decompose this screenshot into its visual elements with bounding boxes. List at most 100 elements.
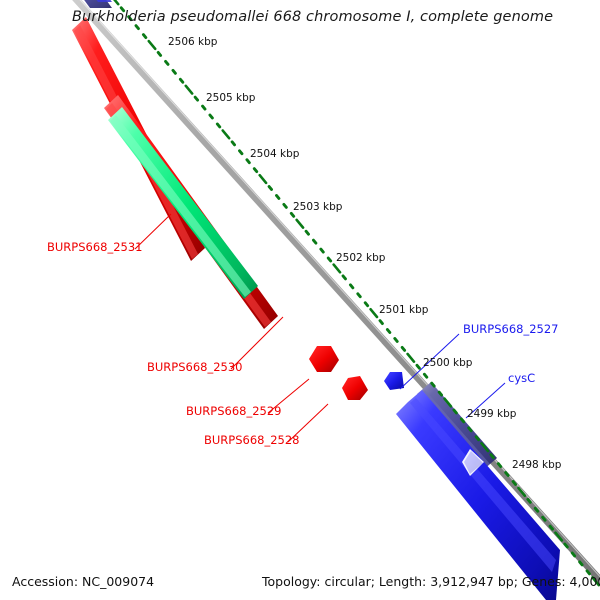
ruler-minor-tick [267,185,273,191]
ruler-minor-tick [127,15,133,22]
ruler-minor-tick [245,158,251,165]
ruler-minor-tick [348,283,355,290]
ruler-minor-tick [134,24,140,31]
ruler-tick-label: 2505 kbp [206,92,256,104]
ruler-minor-tick [238,149,244,156]
ruler-minor-tick [119,6,126,13]
ruler-major-tick [295,218,305,229]
ruler-minor-tick [356,292,362,299]
ruler-minor-tick [504,471,510,477]
ruler-tick-label: 2501 kbp [379,304,429,316]
gene-burps668-2527[interactable] [384,372,404,390]
ruler-minor-tick [526,497,532,504]
gene-burps668-2528[interactable] [342,376,368,400]
ruler-minor-tick [289,211,296,218]
ruler-minor-tick [341,274,347,281]
leader-line [230,316,284,370]
ruler-minor-tick [141,33,148,39]
ruler-major-tick [221,129,231,140]
ruler-minor-tick [415,363,421,370]
ruler-minor-tick [511,480,517,486]
ruler-major-tick [480,442,490,453]
ruler-minor-tick [312,238,318,245]
backbone-track [72,0,600,583]
ruler-minor-tick [533,506,540,513]
ruler-major-tick [147,39,157,51]
ruler-minor-tick [400,345,407,352]
ruler-minor-tick [156,51,163,57]
ruler-major-tick [406,352,416,363]
leader-line [399,333,460,390]
ruler-minor-tick [178,77,185,84]
leader-line [134,213,172,250]
ruler-minor-tick [585,569,591,576]
ruler-tick-label: 2506 kbp [168,36,218,48]
gene-label-burps668-2531[interactable]: BURPS668_2531 [47,240,143,254]
ruler-minor-tick [378,319,384,325]
ruler-tick-label: 2503 kbp [293,201,343,213]
ruler-minor-tick [548,524,554,531]
ruler-tick-label: 2504 kbp [250,148,300,160]
gene-burps668-2533[interactable] [74,0,112,8]
ruler-minor-tick [215,122,222,129]
ruler-tick-label: 2500 kbp [423,357,473,369]
ruler-minor-tick [563,542,569,549]
gene-label-burps668-2528[interactable]: BURPS668_2528 [204,433,300,447]
ruler-minor-tick [496,462,503,468]
ruler-tick-label: 2498 kbp [512,459,562,471]
leader-line [287,403,329,443]
leader-line [465,382,506,419]
ruler-minor-tick [385,328,392,334]
ruler-minor-tick [422,372,429,379]
page-title: Burkholderia pseudomallei 668 chromosome… [72,9,554,25]
ruler-minor-tick [393,337,399,343]
genome-summary-label: Topology: circular; Length: 3,912,947 bp… [262,574,600,589]
ruler-minor-tick [326,256,333,263]
ruler-major-tick [517,486,527,498]
ruler-minor-tick [252,167,259,174]
leader-line [267,378,310,414]
gene-label-burps668-2530[interactable]: BURPS668_2530 [147,360,243,374]
ruler-tick-label: 2499 kbp [467,408,517,420]
ruler-minor-tick [282,202,288,209]
ruler-major-tick [591,576,600,587]
ruler-minor-tick [319,247,325,254]
ruler-major-tick [113,0,120,6]
ruler-minor-tick [474,435,480,442]
ruler-minor-tick [208,113,214,120]
ruler-major-tick [258,173,268,185]
ruler-minor-tick [541,515,547,522]
gene-burps668-2531[interactable] [108,107,258,299]
ruler-major-tick [554,531,564,542]
ruler-minor-tick [430,381,436,388]
ruler-minor-tick [304,229,310,236]
gene-label-burps668-2527[interactable]: BURPS668_2527 [463,322,559,336]
ruler-minor-tick [570,551,577,558]
ruler-minor-tick [193,95,200,102]
accession-label: Accession: NC_009074 [12,574,155,589]
ruler-minor-tick [467,426,473,433]
gene-burps668-2526[interactable] [396,390,560,600]
ruler-minor-tick [201,104,207,111]
ruler-minor-tick [489,453,495,460]
ruler-minor-tick [459,417,466,424]
ruler-minor-tick [578,560,584,567]
ruler-major-tick [184,84,194,95]
gene-label-cysc[interactable]: cysC [508,371,536,385]
ruler-minor-tick [363,301,370,308]
ruler-major-tick [332,263,342,274]
ruler-minor-tick [437,390,444,397]
ruler-minor-tick [164,59,170,66]
ruler-minor-tick [171,68,177,75]
gene-label-burps668-2529[interactable]: BURPS668_2529 [186,404,282,418]
ruler-minor-tick [230,140,236,147]
ruler-major-tick [443,397,453,408]
gene-burps668-2529[interactable] [309,346,339,372]
ruler-minor-tick [452,408,458,415]
label-leader-lines [134,213,506,443]
ruler-major-tick [369,307,379,319]
ruler-tick-label: 2502 kbp [336,252,386,264]
ruler-ticks [113,0,600,587]
